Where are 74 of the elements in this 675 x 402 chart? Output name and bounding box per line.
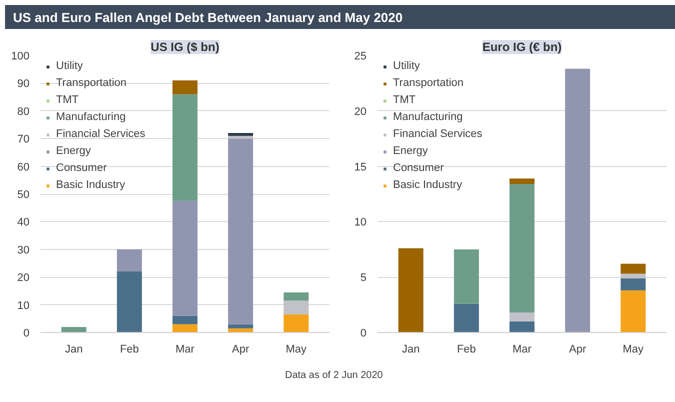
bar — [454, 249, 479, 304]
bar — [398, 248, 424, 332]
x-tick-label: Feb — [120, 344, 139, 356]
bar — [228, 138, 254, 324]
chart-subtitle: Euro IG (€ bn) — [482, 40, 562, 54]
bar — [509, 184, 535, 313]
bar — [172, 200, 198, 316]
x-tick-label: Apr — [569, 344, 586, 356]
y-tick-label: 20 — [17, 272, 30, 284]
y-tick-label: 30 — [17, 244, 30, 256]
x-tick-label: Mar — [176, 344, 195, 356]
y-tick-label: 40 — [17, 216, 30, 229]
legend-label: Energy — [56, 144, 91, 158]
y-tick-label: 90 — [17, 78, 30, 90]
x-tick-label: Jan — [402, 344, 420, 356]
legend-label: Consumer — [393, 161, 444, 175]
legend-label: Consumer — [56, 161, 107, 175]
bar — [509, 178, 535, 184]
x-tick-label: Jan — [64, 344, 83, 356]
bar — [172, 80, 198, 94]
y-tick-label: 0 — [360, 328, 367, 340]
bar — [172, 316, 198, 324]
y-tick-label: 100 — [11, 50, 30, 62]
x-tick-label: May — [622, 344, 644, 356]
legend-label: TMT — [56, 93, 79, 107]
y-tick-label: 80 — [17, 106, 30, 118]
y-tick-label: 10 — [17, 300, 30, 312]
bar — [172, 94, 198, 201]
bar — [620, 278, 646, 290]
legend-label: Manufacturing — [56, 110, 126, 124]
legend-label: Basic Industry — [393, 178, 462, 192]
y-tick-label: 20 — [354, 106, 367, 118]
bar — [172, 324, 198, 332]
y-tick-label: 25 — [354, 50, 367, 62]
y-tick-label: 5 — [360, 272, 367, 284]
bar — [116, 249, 142, 272]
bar — [228, 136, 254, 139]
y-tick-label: 15 — [354, 161, 367, 174]
legend-label: Basic Industry — [56, 178, 126, 192]
bar — [284, 314, 309, 332]
y-tick-label: 60 — [17, 161, 30, 174]
bar — [61, 326, 86, 332]
legend-label: Manufacturing — [393, 110, 463, 124]
chart-subtitle: US IG ($ bn) — [150, 40, 220, 54]
bar — [284, 292, 309, 301]
legend-label: Transportation — [393, 76, 464, 90]
bar — [620, 290, 646, 332]
legend-label: Utility — [56, 59, 83, 73]
legend-label: Financial Services — [393, 127, 482, 141]
chart-title: US and Euro Fallen Angel Debt Between January and May 2020 — [13, 9, 403, 27]
legend-label: Transportation — [56, 76, 127, 90]
text: Data as of 2 Jun 2020 — [285, 369, 383, 383]
y-tick-label: 0 — [23, 328, 30, 340]
y-tick-label: 10 — [354, 216, 367, 229]
bar — [620, 264, 646, 274]
bar — [565, 68, 590, 332]
legend-label: Utility — [393, 59, 420, 73]
legend-label: Energy — [393, 144, 428, 158]
bar — [509, 312, 535, 322]
x-tick-label: Apr — [232, 344, 250, 356]
bar — [454, 304, 479, 332]
x-tick-label: Feb — [456, 344, 476, 356]
x-tick-label: Mar — [512, 344, 532, 356]
bar — [228, 324, 254, 328]
legend-label: Financial Services — [56, 127, 146, 141]
bar — [509, 321, 535, 332]
bar — [228, 133, 254, 136]
bar — [620, 274, 646, 278]
y-tick-label: 70 — [17, 134, 30, 146]
x-tick-label: May — [286, 344, 308, 356]
bar — [116, 272, 142, 332]
bar — [284, 300, 309, 314]
y-tick-label: 50 — [17, 189, 30, 201]
legend-label: TMT — [393, 93, 416, 107]
